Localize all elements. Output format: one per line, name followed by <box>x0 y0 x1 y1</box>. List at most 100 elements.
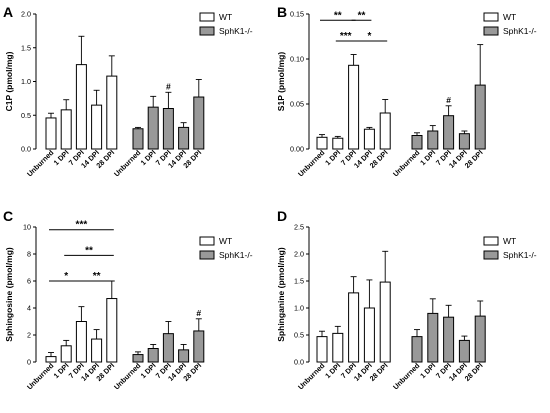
significance-stars: * <box>64 271 68 282</box>
bar-wt-1-dpi <box>332 137 344 150</box>
y-axis-title: Sphingosine (pmol/mg) <box>4 247 14 342</box>
bar-wt-7-dpi <box>348 64 360 150</box>
legend-label-wt: WT <box>503 236 516 246</box>
legend-swatch-sphk1 <box>483 26 499 36</box>
bar-wt-7-dpi <box>348 292 360 363</box>
y-tick-label: 0.05 <box>290 100 304 109</box>
y-tick-label: 0 <box>27 358 31 367</box>
category-label: 28 DPI <box>368 361 390 383</box>
significance-stars: *** <box>340 31 352 42</box>
category-label: 28 DPI <box>368 148 390 170</box>
category-label: Unburned <box>112 361 142 391</box>
bar-wt-unburned <box>45 117 57 150</box>
bar-sphk1-unburned <box>411 135 423 150</box>
bar-sphk1-unburned <box>132 128 144 150</box>
bar-wt-28-dpi <box>379 112 391 150</box>
bar-sphk1-1-dpi <box>147 106 159 150</box>
panel-letter: D <box>277 208 287 224</box>
bar-sphk1-1-dpi <box>427 312 439 363</box>
bar-sphk1-14-dpi <box>178 126 190 150</box>
bar-sphk1-28-dpi <box>474 84 486 150</box>
bar-wt-14-dpi <box>363 128 375 150</box>
panel-letter: B <box>277 4 287 20</box>
bar-wt-unburned <box>45 356 57 363</box>
bar-sphk1-7-dpi <box>162 333 174 363</box>
bar-wt-28-dpi <box>379 281 391 363</box>
y-tick-label: 2.0 <box>21 10 31 19</box>
y-tick-label: 0.0 <box>294 358 304 367</box>
y-tick-label: 4 <box>27 304 31 313</box>
category-label: 1 DPI <box>52 361 71 380</box>
legend-label-wt: WT <box>219 12 232 22</box>
category-label: 1 DPI <box>418 361 437 380</box>
bar-wt-1-dpi <box>60 109 72 150</box>
bar-sphk1-7-dpi <box>162 108 174 150</box>
significance-stars: ** <box>334 10 342 21</box>
hash-annotation: # <box>166 81 171 91</box>
y-tick-label: 0.00 <box>290 145 304 154</box>
bar-sphk1-28-dpi <box>474 315 486 363</box>
category-label: 1 DPI <box>418 148 437 167</box>
legend-label-sphk1: SphK1-/- <box>503 250 537 260</box>
y-tick-label: 1.5 <box>21 43 31 52</box>
significance-stars: ** <box>85 245 93 256</box>
category-label: Unburned <box>391 361 421 391</box>
legend-swatch-wt <box>199 236 215 246</box>
bar-sphk1-14-dpi <box>178 349 190 363</box>
bar-sphk1-7-dpi <box>443 115 455 150</box>
bar-wt-1-dpi <box>60 345 72 363</box>
significance-stars: ** <box>93 271 101 282</box>
category-label: 1 DPI <box>52 148 71 167</box>
y-tick-label: 8 <box>27 250 31 259</box>
significance-stars: *** <box>76 220 88 231</box>
legend-swatch-wt <box>199 12 215 22</box>
y-tick-label: 10 <box>23 223 31 232</box>
bar-wt-7-dpi <box>75 64 87 150</box>
bar-wt-14-dpi <box>91 338 103 363</box>
y-tick-label: 2.0 <box>294 250 304 259</box>
bar-wt-1-dpi <box>332 332 344 363</box>
panel-letter: C <box>3 208 13 224</box>
bar-sphk1-1-dpi <box>427 130 439 150</box>
legend-swatch-wt <box>483 12 499 22</box>
y-tick-label: 0.5 <box>294 331 304 340</box>
category-label: 1 DPI <box>323 361 342 380</box>
legend-label-sphk1: SphK1-/- <box>503 26 537 36</box>
significance-stars: ** <box>358 10 366 21</box>
bar-sphk1-1-dpi <box>147 348 159 363</box>
bar-wt-28-dpi <box>106 75 118 150</box>
y-axis-title: Sphinganine (pmol/mg) <box>276 247 286 342</box>
legend-swatch-sphk1 <box>483 250 499 260</box>
y-tick-label: 2.5 <box>294 223 304 232</box>
y-axis-title: C1P (pmol/mg) <box>4 51 14 111</box>
y-tick-label: 0.10 <box>290 55 304 64</box>
bar-sphk1-unburned <box>411 336 423 363</box>
panel-d: D 0.0 0.5 1.0 1.5 2.0 2.5 Sphinganine (pmol/mg)… <box>276 208 537 391</box>
legend-label-wt: WT <box>503 12 516 22</box>
legend-label-wt: WT <box>219 236 232 246</box>
y-tick-label: 0.5 <box>21 111 31 120</box>
legend-swatch-sphk1 <box>199 26 215 36</box>
bar-wt-7-dpi <box>75 321 87 363</box>
y-tick-label: 0.15 <box>290 10 304 19</box>
category-label: 28 DPI <box>463 148 485 170</box>
significance-stars: * <box>367 31 371 42</box>
category-label: Unburned <box>112 148 142 178</box>
bar-sphk1-14-dpi <box>458 133 470 150</box>
bar-sphk1-7-dpi <box>443 316 455 363</box>
bar-wt-14-dpi <box>363 307 375 363</box>
y-tick-label: 2 <box>27 331 31 340</box>
y-tick-label: 1.0 <box>21 77 31 86</box>
bar-wt-unburned <box>316 336 328 363</box>
y-tick-label: 6 <box>27 277 31 286</box>
y-axis-title: S1P (pmol/mg) <box>276 52 286 112</box>
bar-sphk1-unburned <box>132 354 144 363</box>
y-tick-label: 1.0 <box>294 304 304 313</box>
legend-label-sphk1: SphK1-/- <box>219 26 253 36</box>
category-label: 1 DPI <box>139 148 158 167</box>
bar-wt-unburned <box>316 136 328 150</box>
panel-c: C 0 2 4 6 8 10 Sphingosine (pmol/mg) Unburned 1 D… <box>3 208 253 391</box>
